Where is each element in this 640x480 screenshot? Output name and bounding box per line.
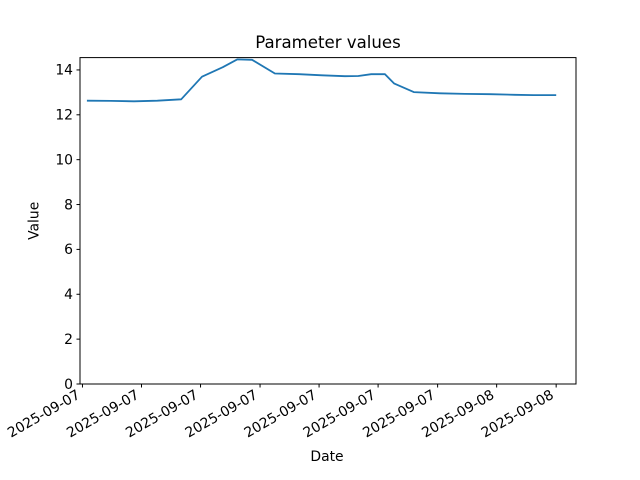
- y-axis-label: Value: [27, 202, 43, 240]
- y-tick-label: 12: [55, 108, 73, 124]
- y-tick-label: 2: [64, 332, 73, 348]
- plot-area-border: [79, 57, 577, 385]
- y-tick-label: 10: [55, 152, 73, 168]
- series-layer: [86, 58, 557, 103]
- x-axis-label: Date: [310, 449, 343, 465]
- y-tick-label: 14: [55, 63, 73, 79]
- y-tick-label: 6: [64, 242, 73, 258]
- y-tick-label: 4: [64, 287, 73, 303]
- series-line-parameter-values: [86, 58, 557, 103]
- ticks-layer: 024681012142025-09-072025-09-072025-09-0…: [5, 63, 557, 441]
- y-tick-label: 8: [64, 197, 73, 213]
- y-tick-label: 0: [64, 377, 73, 393]
- chart-title: Parameter values: [255, 33, 401, 52]
